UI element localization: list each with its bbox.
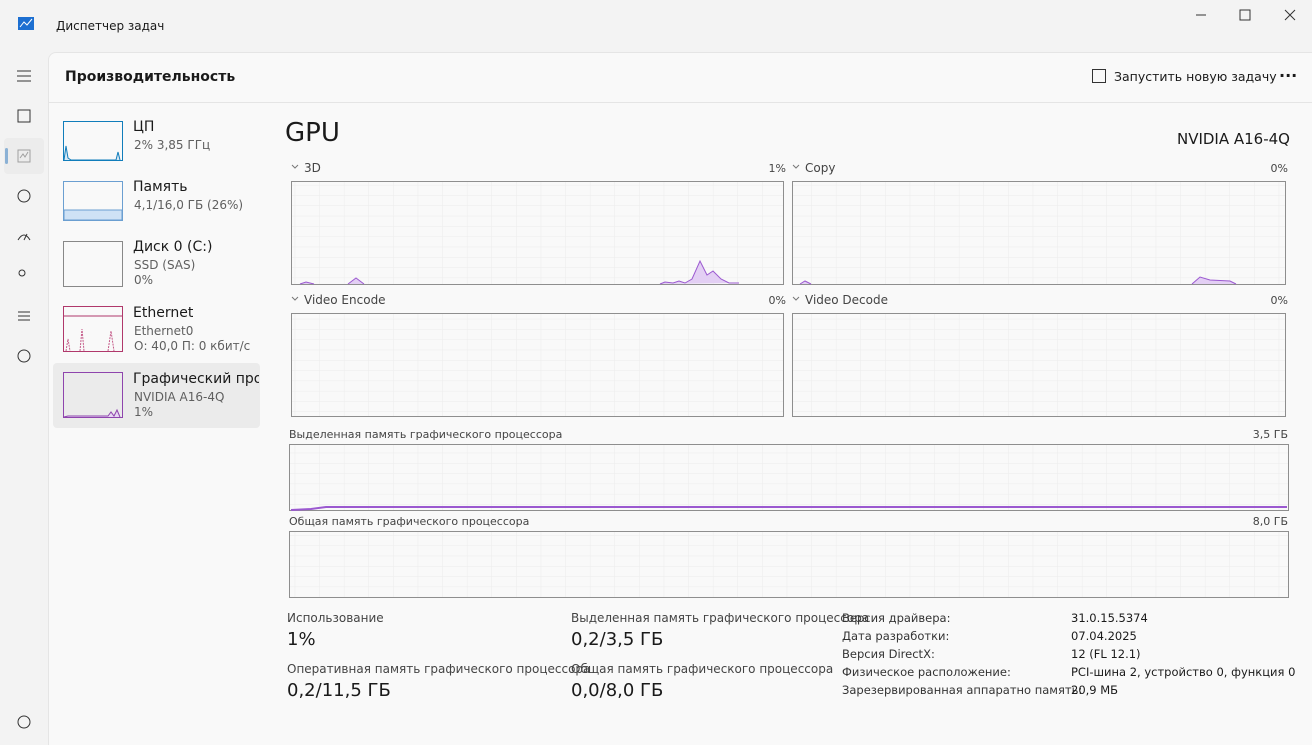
sidebar-item-name[interactable]: Диск 0 (C:)	[133, 239, 213, 255]
run-task-text: Запустить новую задачу	[1114, 69, 1277, 84]
detail-label: Физическое расположение:	[842, 665, 1011, 679]
graph-value: 0%	[1270, 162, 1288, 175]
detail-value: 07.04.2025	[1071, 629, 1137, 643]
graph-copy	[792, 181, 1286, 285]
memory-graph-max: 3,5 ГБ	[1252, 428, 1288, 441]
more-button[interactable]: ···	[1279, 66, 1298, 85]
graph-decode	[792, 313, 1286, 417]
stat-label: Использование	[287, 611, 384, 625]
stat-label: Выделенная память графического процессор…	[571, 611, 870, 625]
graph-3d	[291, 181, 784, 285]
sidebar-item-detail: 4,1/16,0 ГБ (26%)	[134, 198, 244, 212]
divider	[48, 102, 1312, 103]
graph-label: Copy	[805, 161, 836, 175]
graph-shared-memory	[289, 531, 1289, 598]
graph-encode	[291, 313, 784, 417]
sidebar-thumbnails	[63, 121, 123, 418]
window-title: Диспетчер задач	[56, 19, 165, 33]
detail-label: Версия драйвера:	[842, 611, 951, 625]
page-title: Производительность	[65, 69, 236, 85]
detail-label: Зарезервированная аппаратно память:	[842, 683, 1083, 697]
app-icon	[18, 17, 34, 30]
sidebar-item-detail: 1%	[134, 405, 154, 419]
stat-label: Оперативная память графического процессо…	[287, 662, 591, 676]
graph-memory-line	[290, 506, 1287, 511]
graph-value: 0%	[768, 294, 786, 307]
graph-value: 1%	[768, 162, 786, 175]
startup-nav[interactable]	[17, 233, 31, 241]
close-button[interactable]	[1284, 9, 1296, 21]
sidebar-item-detail: NVIDIA A16-4Q	[134, 390, 225, 404]
maximize-button[interactable]	[1239, 9, 1251, 21]
graph-dedicated-memory	[289, 444, 1289, 511]
memory-graph-label: Общая память графического процессора	[289, 515, 530, 528]
graph-value: 0%	[1270, 294, 1288, 307]
menu-button[interactable]	[17, 70, 31, 82]
detail-label: Версия DirectX:	[842, 647, 935, 661]
stat-value: 0,0/8,0 ГБ	[571, 680, 664, 701]
graph-label: Video Decode	[805, 293, 888, 307]
gpu-title: GPU	[285, 118, 340, 148]
detail-value: PCI-шина 2, устройство 0, функция 0	[1071, 665, 1296, 679]
sidebar-item-detail: Ethernet0	[134, 324, 194, 338]
users-nav[interactable]	[18, 269, 26, 277]
graph-label: Video Encode	[304, 293, 386, 307]
gpu-thumb[interactable]	[63, 372, 123, 418]
stat-value: 0,2/11,5 ГБ	[287, 680, 391, 701]
detail-value: 20,9 МБ	[1071, 683, 1119, 697]
gpu-device: NVIDIA A16-4Q	[1176, 130, 1290, 148]
run-task-icon	[1092, 69, 1106, 83]
sidebar-item-detail: 0%	[134, 273, 154, 287]
stat-value: 0,2/3,5 ГБ	[571, 629, 664, 650]
stat-label: Общая память графического процессора	[571, 662, 834, 676]
detail-label: Дата разработки:	[842, 629, 950, 643]
nav-selected-bg	[4, 138, 44, 174]
details-nav[interactable]	[18, 311, 30, 321]
services-nav[interactable]	[17, 349, 31, 363]
memory-graph-max: 8,0 ГБ	[1252, 515, 1288, 528]
settings-nav[interactable]	[17, 715, 31, 729]
ethernet-thumb[interactable]	[63, 306, 123, 352]
graph-copy-line	[799, 276, 1237, 285]
sidebar-item-name[interactable]: Память	[133, 179, 188, 195]
stat-value: 1%	[287, 629, 316, 650]
sidebar-item-name[interactable]: Графический про	[133, 371, 259, 387]
memory-graph-label: Выделенная память графического процессор…	[289, 428, 563, 441]
sidebar-item-name[interactable]: Ethernet	[133, 305, 194, 321]
history-nav[interactable]	[17, 189, 31, 203]
graph-label: 3D	[304, 161, 321, 175]
disk-thumb[interactable]	[63, 241, 123, 287]
graph-3d-line	[299, 259, 739, 285]
sidebar-item-detail: О: 40,0 П: 0 кбит/с	[134, 339, 251, 353]
detail-value: 12 (FL 12.1)	[1071, 647, 1141, 661]
sidebar-item-detail: 2% 3,85 ГГц	[134, 138, 211, 152]
detail-value: 31.0.15.5374	[1071, 611, 1148, 625]
sidebar-item-name[interactable]: ЦП	[133, 119, 155, 135]
run-task-button[interactable]: Запустить новую задачу	[1092, 69, 1277, 84]
sidebar-item-detail: SSD (SAS)	[134, 258, 196, 272]
processes-nav[interactable]	[17, 109, 31, 123]
